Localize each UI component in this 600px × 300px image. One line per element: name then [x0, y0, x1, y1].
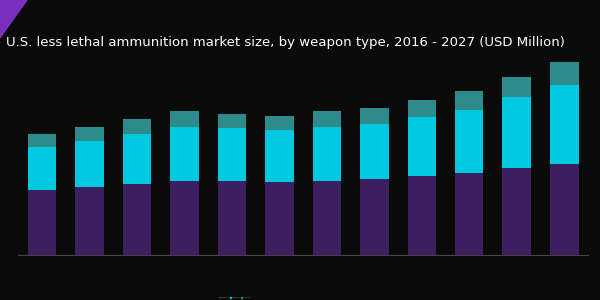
Bar [170, 111, 199, 127]
Bar [455, 173, 484, 255]
Text: U.S. less lethal ammunition market size, by weapon type, 2016 - 2027 (USD Millio: U.S. less lethal ammunition market size,… [6, 36, 565, 49]
Bar [170, 127, 199, 181]
Bar [122, 119, 151, 134]
Bar [75, 141, 104, 187]
Bar [313, 181, 341, 255]
Bar [360, 179, 389, 255]
Bar [313, 111, 341, 127]
Bar [313, 127, 341, 181]
Bar [502, 168, 531, 255]
Bar [407, 100, 436, 117]
Bar [407, 117, 436, 176]
Bar [122, 184, 151, 255]
Bar [360, 124, 389, 179]
Bar [550, 85, 578, 164]
Bar [407, 176, 436, 255]
Bar [265, 116, 293, 130]
Legend: Segment 1, Segment 2, Segment 3: Segment 1, Segment 2, Segment 3 [218, 296, 251, 298]
Bar [550, 164, 578, 255]
Bar [360, 108, 389, 124]
Bar [28, 134, 56, 147]
Bar [218, 128, 246, 181]
Bar [218, 181, 246, 255]
Bar [75, 187, 104, 255]
Bar [502, 77, 531, 97]
Bar [170, 181, 199, 255]
Bar [455, 110, 484, 173]
Bar [28, 147, 56, 190]
Bar [218, 114, 246, 128]
Bar [265, 182, 293, 255]
Polygon shape [0, 0, 27, 38]
Bar [122, 134, 151, 184]
Bar [75, 127, 104, 141]
Bar [455, 91, 484, 110]
Bar [28, 190, 56, 255]
Bar [502, 97, 531, 168]
Bar [265, 130, 293, 182]
Bar [550, 62, 578, 85]
